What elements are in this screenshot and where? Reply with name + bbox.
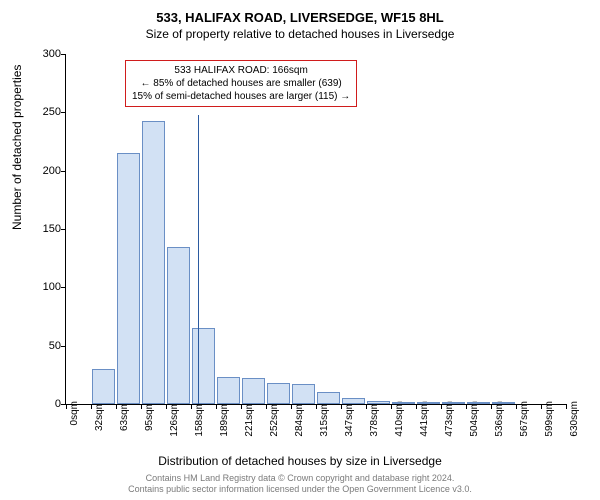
x-tick-mark xyxy=(91,404,92,409)
footer-line-2: Contains public sector information licen… xyxy=(0,484,600,496)
x-tick-mark xyxy=(266,404,267,409)
annotation-line-2: ← 85% of detached houses are smaller (63… xyxy=(132,77,350,90)
x-tick-mark xyxy=(216,404,217,409)
y-tick-label: 0 xyxy=(26,398,61,410)
histogram-bar xyxy=(242,378,265,404)
y-tick-label: 300 xyxy=(26,48,61,60)
x-tick-mark xyxy=(441,404,442,409)
x-tick-mark xyxy=(416,404,417,409)
x-tick-label: 441sqm xyxy=(419,401,430,437)
y-tick-label: 200 xyxy=(26,165,61,177)
histogram-bar xyxy=(467,402,490,404)
y-axis-label: Number of detached properties xyxy=(10,65,24,230)
y-tick-label: 50 xyxy=(26,340,61,352)
x-tick-label: 63sqm xyxy=(119,401,130,431)
histogram-bar xyxy=(492,402,515,404)
x-tick-label: 189sqm xyxy=(219,401,230,437)
annotation-line-1: 533 HALIFAX ROAD: 166sqm xyxy=(132,64,350,77)
y-tick-mark xyxy=(61,112,66,113)
y-tick-label: 250 xyxy=(26,106,61,118)
annotation-line-3: 15% of semi-detached houses are larger (… xyxy=(132,90,350,103)
y-tick-mark xyxy=(61,54,66,55)
x-tick-mark xyxy=(316,404,317,409)
x-tick-mark xyxy=(66,404,67,409)
histogram-bar xyxy=(117,153,140,404)
histogram-bar xyxy=(167,247,190,405)
x-tick-mark xyxy=(366,404,367,409)
x-tick-label: 410sqm xyxy=(394,401,405,437)
histogram-bar xyxy=(292,384,315,404)
x-tick-label: 284sqm xyxy=(294,401,305,437)
x-tick-mark xyxy=(141,404,142,409)
histogram-bar xyxy=(367,401,390,405)
histogram-bar xyxy=(317,392,340,404)
footer-line-1: Contains HM Land Registry data © Crown c… xyxy=(0,473,600,485)
x-tick-mark xyxy=(466,404,467,409)
x-tick-label: 252sqm xyxy=(269,401,280,437)
x-tick-mark xyxy=(516,404,517,409)
chart-plot-area: 0501001502002503000sqm32sqm63sqm95sqm126… xyxy=(65,54,565,404)
x-tick-mark xyxy=(491,404,492,409)
y-tick-mark xyxy=(61,346,66,347)
histogram-bar xyxy=(92,369,115,404)
histogram-bar xyxy=(392,402,415,404)
footer-attribution: Contains HM Land Registry data © Crown c… xyxy=(0,473,600,496)
x-axis-label: Distribution of detached houses by size … xyxy=(0,454,600,468)
chart-title-description: Size of property relative to detached ho… xyxy=(0,25,600,41)
x-tick-mark xyxy=(166,404,167,409)
x-tick-mark xyxy=(566,404,567,409)
property-marker-line xyxy=(198,115,199,404)
y-tick-mark xyxy=(61,287,66,288)
x-tick-mark xyxy=(391,404,392,409)
y-tick-label: 150 xyxy=(26,223,61,235)
x-tick-label: 599sqm xyxy=(544,401,555,437)
x-tick-label: 95sqm xyxy=(144,401,155,431)
histogram-bar xyxy=(217,377,240,404)
y-tick-mark xyxy=(61,171,66,172)
x-tick-label: 378sqm xyxy=(369,401,380,437)
x-tick-label: 315sqm xyxy=(319,401,330,437)
x-tick-mark xyxy=(191,404,192,409)
x-tick-label: 126sqm xyxy=(169,401,180,437)
x-tick-label: 347sqm xyxy=(344,401,355,437)
x-tick-label: 567sqm xyxy=(519,401,530,437)
histogram-bar xyxy=(192,328,215,404)
x-tick-mark xyxy=(341,404,342,409)
x-tick-label: 221sqm xyxy=(244,401,255,437)
y-tick-label: 100 xyxy=(26,281,61,293)
histogram-bar xyxy=(342,398,365,404)
x-tick-label: 32sqm xyxy=(94,401,105,431)
x-tick-mark xyxy=(241,404,242,409)
x-tick-label: 536sqm xyxy=(494,401,505,437)
x-tick-label: 0sqm xyxy=(69,401,80,425)
histogram-bar xyxy=(267,383,290,404)
histogram-bar xyxy=(417,402,440,404)
x-tick-label: 630sqm xyxy=(569,401,580,437)
chart-title-address: 533, HALIFAX ROAD, LIVERSEDGE, WF15 8HL xyxy=(0,0,600,25)
x-tick-label: 504sqm xyxy=(469,401,480,437)
x-tick-mark xyxy=(116,404,117,409)
histogram-bar xyxy=(142,121,165,405)
annotation-callout: 533 HALIFAX ROAD: 166sqm ← 85% of detach… xyxy=(125,60,357,107)
x-tick-mark xyxy=(541,404,542,409)
y-tick-mark xyxy=(61,229,66,230)
x-tick-label: 473sqm xyxy=(444,401,455,437)
histogram-bar xyxy=(442,402,465,404)
x-tick-mark xyxy=(291,404,292,409)
x-tick-label: 158sqm xyxy=(194,401,205,437)
